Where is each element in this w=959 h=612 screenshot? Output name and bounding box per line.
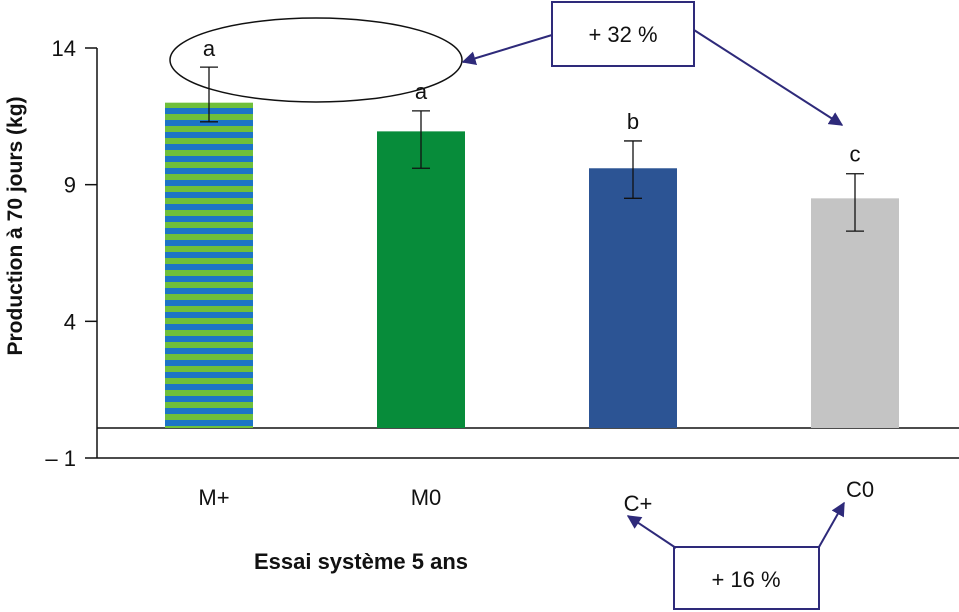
top-callout-text: + 32 % — [588, 22, 657, 47]
error-bars — [200, 66, 864, 232]
bottom-callout-box — [673, 546, 820, 610]
significance-letter: a — [203, 36, 216, 61]
y-tick-label: – 1 — [45, 446, 76, 471]
category-label: M0 — [411, 485, 442, 510]
top-arrow-left — [461, 34, 553, 66]
y-ticks: 14 9 4 – 1 — [45, 36, 97, 471]
y-tick-label: 4 — [64, 309, 76, 334]
error-bar — [846, 173, 864, 232]
y-tick-label: 9 — [64, 173, 76, 198]
bar-m-plus — [165, 102, 253, 429]
y-axis-label: Production à 70 jours (kg) — [4, 96, 27, 355]
error-bar — [200, 66, 218, 123]
x-axis-label: Essai système 5 ans — [254, 549, 468, 574]
y-tick-label: 14 — [52, 36, 76, 61]
category-label: C+ — [624, 491, 653, 516]
bottom-arrow-left — [626, 515, 677, 549]
significance-letter: c — [850, 142, 861, 167]
significance-letter: a — [415, 79, 428, 104]
category-label: C0 — [846, 477, 874, 502]
error-bar — [412, 110, 430, 169]
bar-c-plus — [589, 168, 677, 428]
bottom-arrow-right — [818, 501, 845, 548]
error-bar — [624, 140, 642, 199]
bottom-callout-text: + 16 % — [711, 567, 780, 592]
category-label: M+ — [198, 485, 229, 510]
significance-letters: a a b c — [203, 36, 861, 167]
top-arrow-right — [693, 29, 844, 126]
significance-letter: b — [627, 109, 639, 134]
bar-c0 — [811, 198, 899, 428]
bar-m0 — [377, 131, 465, 428]
category-labels: M+ M0 C+ C0 — [198, 477, 874, 516]
top-callout-box — [551, 1, 695, 67]
bars — [165, 102, 899, 429]
